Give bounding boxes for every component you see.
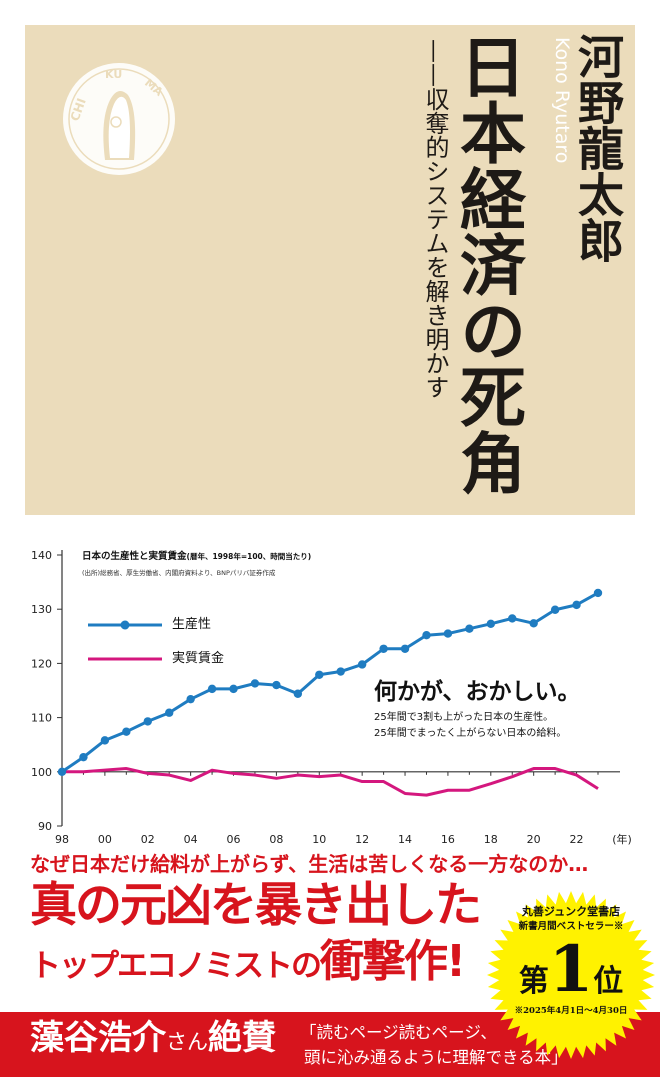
legend-label-productivity: 生産性 xyxy=(172,617,212,632)
chikuma-logo: CHI KU MA xyxy=(63,63,175,175)
chart-source: (出所)総務省、厚生労働省、内閣府資料より、BNPパリバ証券作成 xyxy=(82,569,276,577)
starburst-shape xyxy=(487,891,655,1059)
data-point xyxy=(272,680,281,690)
chart-annotation-line1: 25年間で3割も上がった日本の生産性。 xyxy=(374,712,554,723)
cover-upper-panel: CHI KU MA ——収奪的システムを解き明かす 日本経済の死角 Kono R… xyxy=(25,25,635,515)
chart-title: 日本の生産性と実質賃金(暦年、1998年=100、時間当たり) xyxy=(82,551,311,563)
endorser-honorific: さん xyxy=(166,1030,208,1054)
data-point xyxy=(315,670,324,679)
data-point xyxy=(229,684,238,694)
data-point xyxy=(572,600,581,610)
data-point xyxy=(486,619,495,629)
badge-store: 丸善ジュンク堂書店 xyxy=(521,905,621,918)
obi-headline2-a: トップエコノミストの xyxy=(30,948,322,984)
y-tick-label: 110 xyxy=(31,712,52,725)
endorser-quote: 「読むページ読むページ、頭に沁み通るように理解できる本」 xyxy=(300,1020,568,1070)
x-tick-label: 08 xyxy=(269,833,283,846)
data-point xyxy=(508,614,517,623)
x-tick-label: 98 xyxy=(55,833,69,846)
data-point xyxy=(422,631,431,640)
y-tick-label: 90 xyxy=(38,820,52,833)
legend-label-wages: 実質賃金 xyxy=(172,651,225,666)
data-point xyxy=(79,752,88,762)
author-romaji: Kono Ryutaro xyxy=(551,37,573,164)
y-tick-label: 140 xyxy=(31,549,52,562)
obi-headline1: 真の元凶を暴き出した xyxy=(30,878,482,933)
data-point xyxy=(100,736,110,745)
x-tick-label: 00 xyxy=(98,833,112,846)
x-tick-label: 16 xyxy=(441,833,455,846)
data-point xyxy=(550,605,560,614)
productivity-wage-chart: 90 100 110 120 130 140 98 00 02 04 06 08 10 12 14 16 18 2… xyxy=(31,549,632,846)
bestseller-starburst xyxy=(487,891,655,1059)
x-tick-label: 12 xyxy=(355,833,369,846)
obi-headline2-b: 衝撃作! xyxy=(320,936,466,987)
x-tick-label: 06 xyxy=(227,833,241,846)
data-point xyxy=(143,717,152,726)
x-tick-label: 22 xyxy=(570,833,584,846)
data-point xyxy=(443,629,453,638)
book-title: 日本経済の死角 xyxy=(449,33,527,495)
chart-title-note: (暦年、1998年=100、時間当たり) xyxy=(186,552,312,561)
data-point xyxy=(400,644,410,653)
chart-title-main: 日本の生産性と実質賃金 xyxy=(82,551,187,562)
chart-annotation-headline: 何かが、おかしい。 xyxy=(374,679,581,705)
data-point xyxy=(357,660,367,669)
data-point xyxy=(165,708,174,717)
chart-annotation-line2: 25年間でまったく上がらない日本の給料。 xyxy=(374,728,567,739)
endorser-name: 藻谷浩介 xyxy=(30,1018,166,1058)
x-tick-label: 10 xyxy=(312,833,326,846)
x-tick-label: 02 xyxy=(141,833,155,846)
badge-rank: 第1位 xyxy=(486,935,656,1005)
author-name: 河野龍太郎 xyxy=(571,33,625,263)
quote-line2: 頭に沁み通るように理解できる本」 xyxy=(304,1048,568,1067)
obi-question: なぜ日本だけ給料が上がらず、生活は苦しくなる一方なのか… xyxy=(30,852,589,876)
y-tick-label: 100 xyxy=(31,766,52,779)
data-point xyxy=(465,624,474,633)
obi-headline2: トップエコノミストの衝撃作! xyxy=(30,936,466,992)
y-tick-label: 120 xyxy=(31,657,52,670)
quote-line1: 「読むページ読むページ、 xyxy=(300,1023,497,1042)
x-tick-label: 04 xyxy=(184,833,198,846)
data-point xyxy=(379,644,388,653)
data-point xyxy=(57,767,67,776)
data-point xyxy=(122,727,131,736)
badge-period: ※2025年4月1日～4月30日 xyxy=(514,1006,628,1016)
x-unit-label: (年) xyxy=(612,832,632,846)
svg-text:KU: KU xyxy=(105,68,122,81)
data-point xyxy=(186,694,195,704)
legend-marker-productivity xyxy=(120,620,130,630)
data-point xyxy=(207,684,217,694)
data-point xyxy=(250,679,260,688)
series-line-real-wages xyxy=(62,767,599,797)
endorser-verb: 絶賛 xyxy=(208,1018,276,1058)
x-tick-label: 18 xyxy=(484,833,498,846)
badge-rank-number: 1 xyxy=(548,932,594,1007)
data-point xyxy=(593,588,603,598)
badge-category: 新書月間ベストセラー※ xyxy=(518,921,624,932)
data-point xyxy=(293,689,303,698)
endorser: 藻谷浩介さん絶賛 xyxy=(30,1016,276,1064)
badge-rank-prefix: 第 xyxy=(518,964,549,999)
x-tick-label: 20 xyxy=(527,833,541,846)
badge-rank-suffix: 位 xyxy=(593,964,624,999)
book-subtitle: ——収奪的システムを解き明かす xyxy=(421,39,449,399)
data-point xyxy=(336,667,345,676)
data-point xyxy=(529,619,538,628)
y-tick-label: 130 xyxy=(31,603,52,616)
x-tick-label: 14 xyxy=(398,833,412,846)
